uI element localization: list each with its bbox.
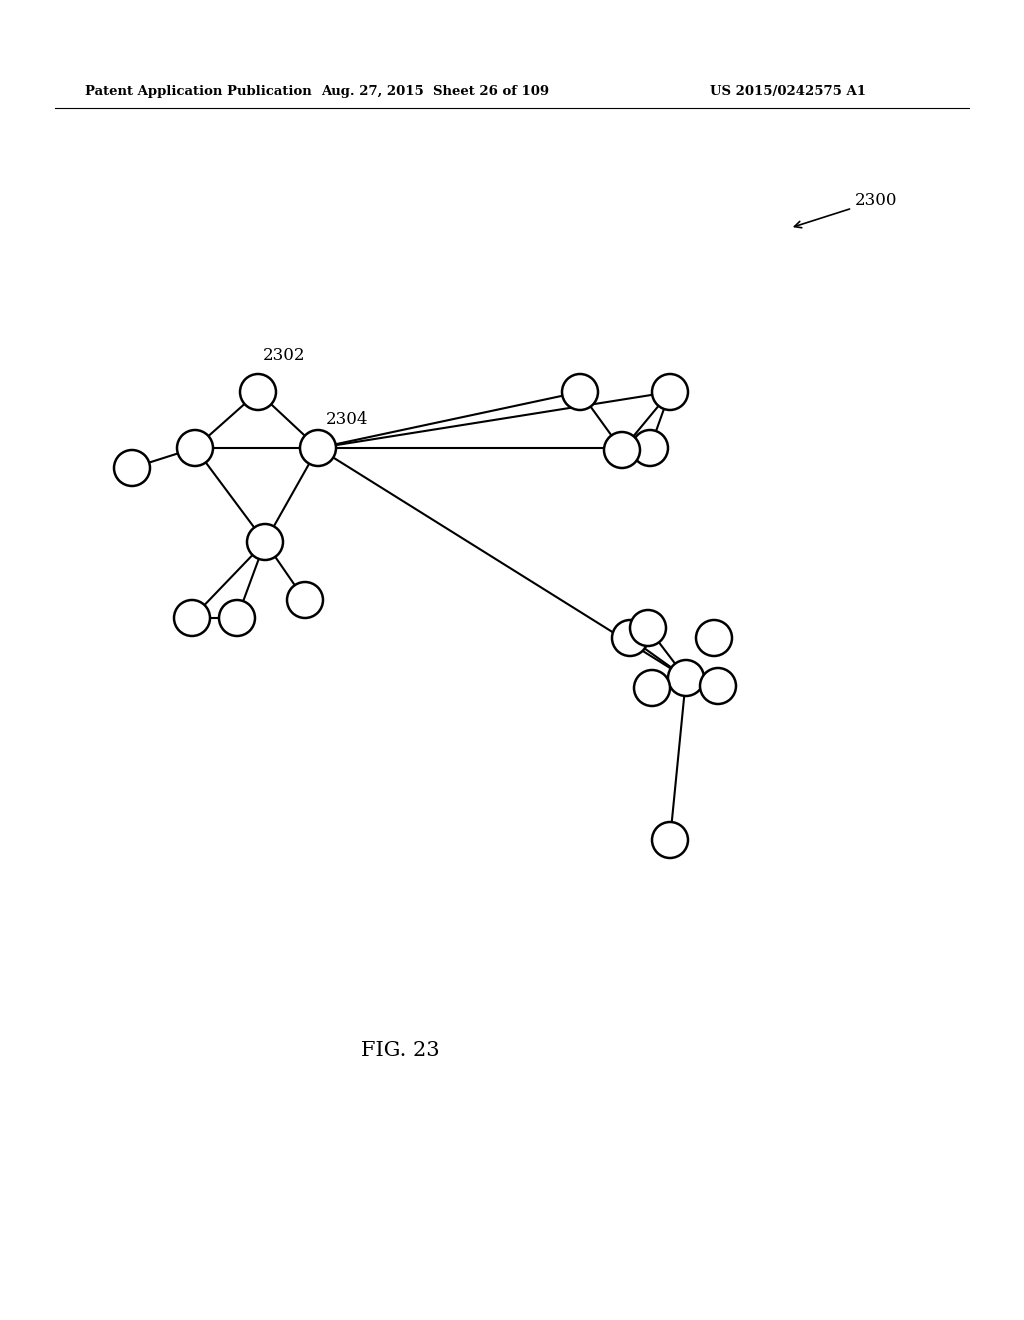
Circle shape [247,524,283,560]
Circle shape [287,582,323,618]
Text: FIG. 23: FIG. 23 [360,1040,439,1060]
Text: Aug. 27, 2015  Sheet 26 of 109: Aug. 27, 2015 Sheet 26 of 109 [321,86,549,99]
Text: 2300: 2300 [795,191,897,228]
Circle shape [696,620,732,656]
Text: Patent Application Publication: Patent Application Publication [85,86,311,99]
Circle shape [177,430,213,466]
Circle shape [632,430,668,466]
Circle shape [630,610,666,645]
Circle shape [634,671,670,706]
Circle shape [652,822,688,858]
Circle shape [652,374,688,411]
Circle shape [562,374,598,411]
Circle shape [219,601,255,636]
Circle shape [300,430,336,466]
Circle shape [240,374,276,411]
Circle shape [612,620,648,656]
Text: 2302: 2302 [263,347,305,364]
Circle shape [174,601,210,636]
Text: US 2015/0242575 A1: US 2015/0242575 A1 [710,86,866,99]
Circle shape [700,668,736,704]
Circle shape [668,660,705,696]
Circle shape [114,450,150,486]
Circle shape [604,432,640,469]
Text: 2304: 2304 [326,411,369,428]
